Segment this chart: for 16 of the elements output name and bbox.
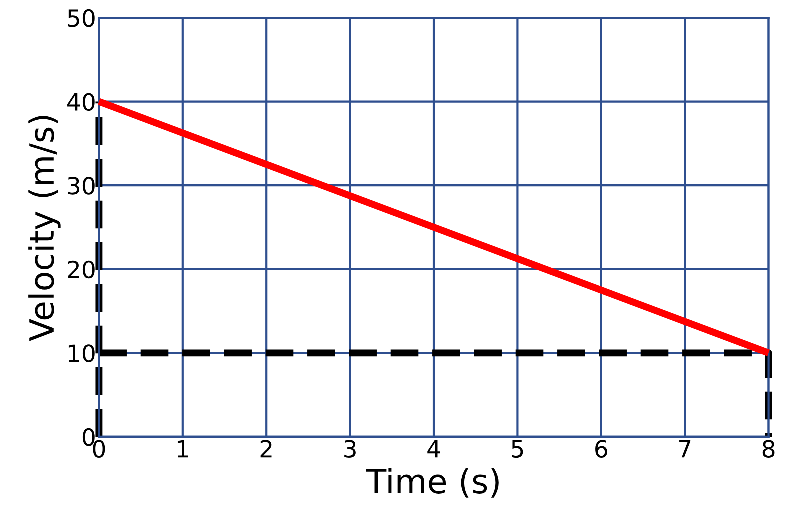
x-tick-label: 4: [428, 440, 440, 458]
y-tick-label: 40: [68, 93, 95, 112]
y-axis-title: Velocity (m/s): [28, 116, 61, 342]
x-tick-label: 1: [178, 440, 188, 458]
x-tick-label: 6: [596, 440, 608, 458]
y-tick-label: 30: [68, 177, 95, 195]
x-tick-label: 3: [344, 440, 356, 458]
x-tick-label: 2: [260, 440, 272, 458]
x-tick-label: 8: [762, 440, 775, 458]
x-tick-label: 7: [680, 440, 691, 458]
y-tick-label: 10: [68, 344, 95, 362]
x-axis-title: Time (s): [366, 468, 499, 498]
y-tick-label: 0: [82, 428, 95, 446]
x-tick-label: 5: [512, 440, 524, 458]
y-tick-label: 50: [68, 9, 95, 28]
y-tick-label: 20: [68, 260, 95, 279]
